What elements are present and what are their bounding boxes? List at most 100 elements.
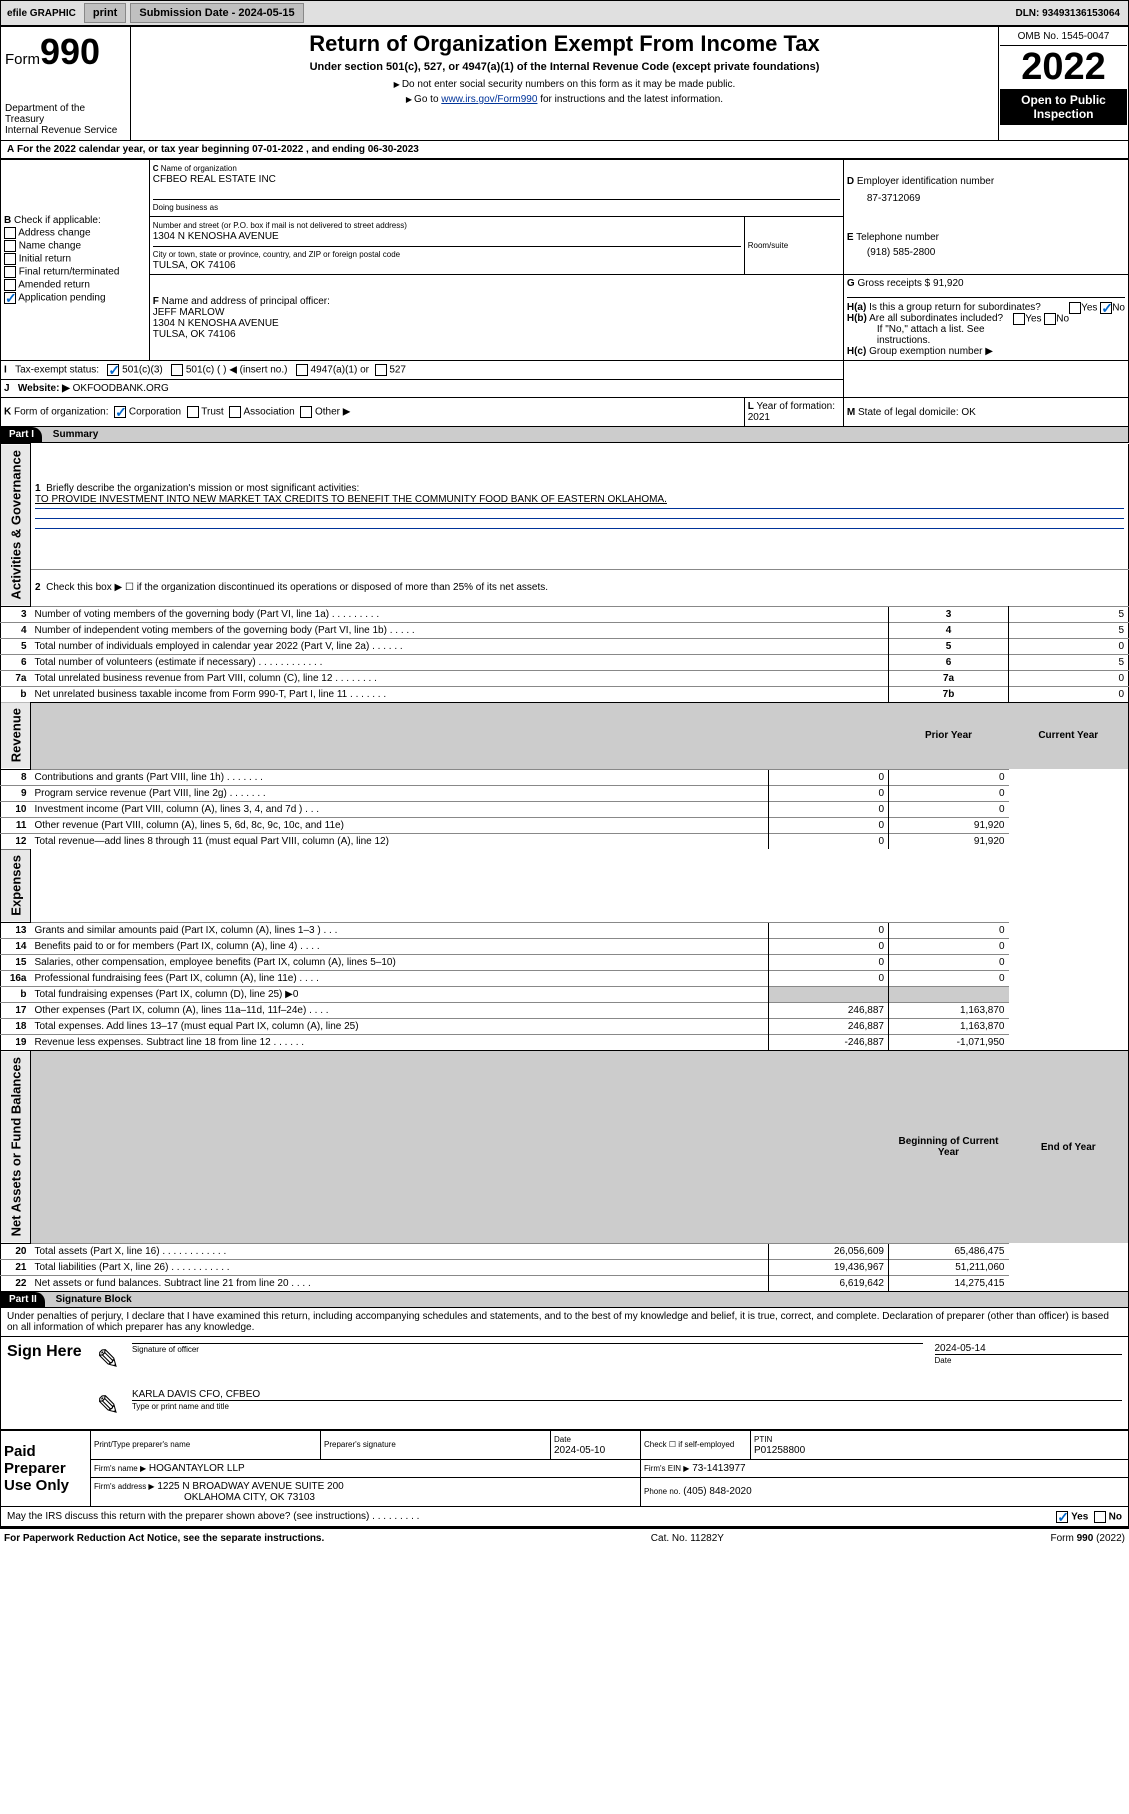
line-b: b Total fundraising expenses (Part IX, c… <box>1 987 1129 1003</box>
section-j: J Website: ▶ OKFOODBANK.ORG <box>1 380 844 398</box>
city-value: TULSA, OK 74106 <box>153 260 236 271</box>
line-6: 6 Total number of volunteers (estimate i… <box>1 654 1129 670</box>
irs-label: Internal Revenue Service <box>5 125 126 136</box>
firm-addr1: 1225 N BROADWAY AVENUE SUITE 200 <box>157 1481 343 1492</box>
paid-preparer-label: Paid Preparer Use Only <box>1 1430 91 1506</box>
rev-side-label: Revenue <box>1 702 31 769</box>
i-501c[interactable] <box>171 364 183 376</box>
may-irs-no[interactable] <box>1094 1511 1106 1523</box>
submission-date-button[interactable]: Submission Date - 2024-05-15 <box>130 3 303 23</box>
efile-label: efile GRAPHIC <box>1 8 82 19</box>
line-9: 9 Program service revenue (Part VIII, li… <box>1 785 1129 801</box>
part2-declaration: Under penalties of perjury, I declare th… <box>0 1308 1129 1336</box>
header-middle: Return of Organization Exempt From Incom… <box>131 27 999 141</box>
k-other[interactable] <box>300 406 312 418</box>
officer-addr1: 1304 N KENOSHA AVENUE <box>153 318 279 329</box>
b-checklist: Address change Name change Initial retur… <box>4 227 146 304</box>
check-initial-return[interactable] <box>4 253 16 265</box>
gross-receipts: 91,920 <box>933 278 964 289</box>
line1: 1 Briefly describe the organization's mi… <box>31 444 1129 570</box>
k-corp[interactable] <box>114 406 126 418</box>
form-subtitle: Under section 501(c), 527, or 4947(a)(1)… <box>135 61 994 73</box>
k-trust[interactable] <box>187 406 199 418</box>
part1-body: Activities & Governance 1 Briefly descri… <box>0 443 1129 1292</box>
line-15: 15 Salaries, other compensation, employe… <box>1 955 1129 971</box>
ein-value: 87-3712069 <box>867 193 1125 204</box>
line-22: 22 Net assets or fund balances. Subtract… <box>1 1275 1129 1291</box>
k-assoc[interactable] <box>229 406 241 418</box>
note-tail: for instructions and the latest informat… <box>537 94 723 105</box>
name-title-cell: KARLA DAVIS CFO, CFBEO Type or print nam… <box>126 1383 1129 1430</box>
section-g-h: G Gross receipts $ 91,920 H(a) Is this a… <box>843 275 1128 361</box>
section-l: L Year of formation: 2021 <box>744 398 843 427</box>
part2-title: Signature Block <box>48 1292 140 1307</box>
sig-date-cell: 2024-05-14 Date <box>929 1336 1129 1383</box>
period-text: For the 2022 calendar year, or tax year … <box>17 144 419 155</box>
end-year-hdr: End of Year <box>1009 1051 1129 1243</box>
sections-b-m: B Check if applicable: Address change Na… <box>0 159 1129 427</box>
room-suite: Room/suite <box>744 217 843 275</box>
part1-header-row: Part I Summary <box>0 427 1129 443</box>
ptin-value: P01258800 <box>754 1445 805 1456</box>
line-14: 14 Benefits paid to or for members (Part… <box>1 939 1129 955</box>
print-button[interactable]: print <box>84 3 126 23</box>
i-501c3[interactable] <box>107 364 119 376</box>
irs-link[interactable]: www.irs.gov/Form990 <box>441 94 537 105</box>
check-address-change[interactable] <box>4 227 16 239</box>
section-i: I Tax-exempt status: 501(c)(3) 501(c) ( … <box>1 361 844 380</box>
line-12: 12 Total revenue—add lines 8 through 11 … <box>1 833 1129 849</box>
check-application-pending[interactable] <box>4 292 16 304</box>
line-19: 19 Revenue less expenses. Subtract line … <box>1 1035 1129 1051</box>
domicile-state: OK <box>961 407 975 418</box>
note-ssn: Do not enter social security numbers on … <box>135 79 994 90</box>
part1-title: Summary <box>45 427 107 442</box>
tax-year: 2022 <box>1000 46 1127 89</box>
may-irs-yes[interactable] <box>1056 1511 1068 1523</box>
blank-cell <box>31 702 889 769</box>
dba-label: Doing business as <box>153 203 218 212</box>
net-side-label: Net Assets or Fund Balances <box>1 1051 31 1243</box>
f-label: Name and address of principal officer: <box>162 296 330 307</box>
header-left: Form990 Department of the Treasury Inter… <box>1 27 131 141</box>
hb-yes[interactable] <box>1013 313 1025 325</box>
gov-side-label: Activities & Governance <box>1 444 31 607</box>
line-8: 8 Contributions and grants (Part VIII, l… <box>1 769 1129 785</box>
officer-name: JEFF MARLOW <box>153 307 225 318</box>
check-name-change[interactable] <box>4 240 16 252</box>
line-18: 18 Total expenses. Add lines 13–17 (must… <box>1 1019 1129 1035</box>
phone-value: (918) 585-2800 <box>867 247 1125 258</box>
line-21: 21 Total liabilities (Part X, line 26) .… <box>1 1259 1129 1275</box>
i-4947[interactable] <box>296 364 308 376</box>
exp-side-label: Expenses <box>1 849 31 923</box>
line-20: 20 Total assets (Part X, line 16) . . . … <box>1 1243 1129 1259</box>
line-4: 4 Number of independent voting members o… <box>1 622 1129 638</box>
header-right: OMB No. 1545-0047 2022 Open to Public In… <box>999 27 1129 141</box>
blank-cell-2 <box>31 1051 889 1243</box>
section-d-e: D Employer identification number 87-3712… <box>843 160 1128 275</box>
i-527[interactable] <box>375 364 387 376</box>
footer-left: For Paperwork Reduction Act Notice, see … <box>4 1533 324 1544</box>
ha-no[interactable] <box>1100 302 1112 314</box>
hb-no[interactable] <box>1044 313 1056 325</box>
firm-ein: 73-1413977 <box>692 1463 745 1474</box>
section-b: B Check if applicable: Address change Na… <box>1 160 150 361</box>
org-name: CFBEO REAL ESTATE INC <box>153 174 276 185</box>
prior-year-hdr: Prior Year <box>889 702 1009 769</box>
street-value: 1304 N KENOSHA AVENUE <box>153 231 279 242</box>
line-17: 17 Other expenses (Part IX, column (A), … <box>1 1003 1129 1019</box>
sig-officer-cell: Signature of officer <box>126 1336 929 1383</box>
firm-addr2: OKLAHOMA CITY, OK 73103 <box>184 1492 315 1503</box>
top-toolbar: efile GRAPHIC print Submission Date - 20… <box>0 0 1129 26</box>
open-public-badge: Open to Public Inspection <box>1000 89 1127 125</box>
begin-year-hdr: Beginning of Current Year <box>889 1051 1009 1243</box>
firm-name: HOGANTAYLOR LLP <box>149 1463 245 1474</box>
firm-phone: (405) 848-2020 <box>683 1486 751 1497</box>
form-header: Form990 Department of the Treasury Inter… <box>0 26 1129 141</box>
section-c-street: Number and street (or P.O. box if mail i… <box>149 217 744 275</box>
form-title: Return of Organization Exempt From Incom… <box>135 31 994 57</box>
section-f: F Name and address of principal officer:… <box>149 275 843 361</box>
check-final-return[interactable] <box>4 266 16 278</box>
ha-yes[interactable] <box>1069 302 1081 314</box>
b-intro: Check if applicable: <box>14 215 101 226</box>
part2-header-row: Part II Signature Block <box>0 1292 1129 1308</box>
